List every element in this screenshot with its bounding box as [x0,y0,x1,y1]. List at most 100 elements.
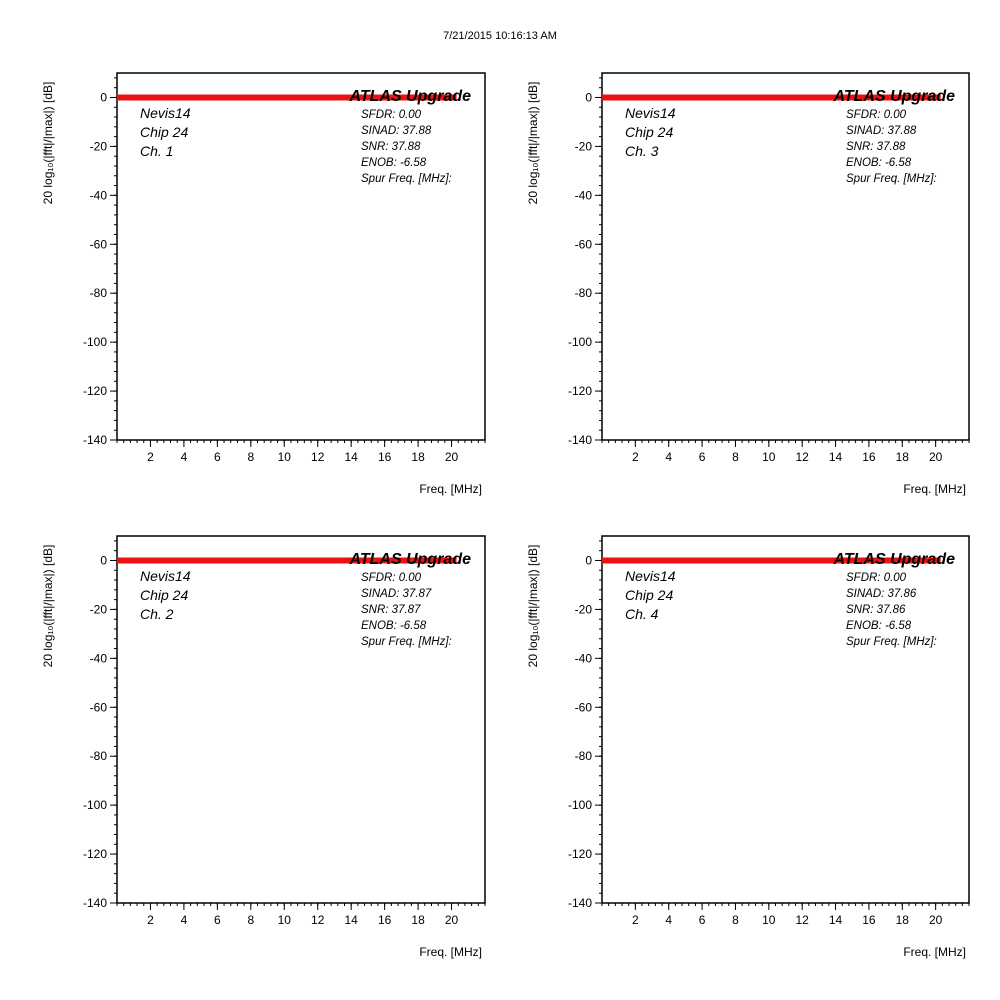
stat-line: SFDR: 0.00 [846,109,907,121]
stat-line: SINAD: 37.88 [846,125,917,137]
chip-info-line: Ch. 1 [140,143,173,159]
y-tick-label: -60 [90,237,108,251]
x-tick-label: 8 [247,450,254,464]
stat-line: SFDR: 0.00 [361,572,422,584]
stat-line: SINAD: 37.88 [361,125,432,137]
y-tick-label: -100 [83,798,107,812]
y-tick-label: -40 [90,651,108,665]
y-tick-label: -20 [575,139,593,153]
stat-line: ENOB: -6.58 [846,157,912,169]
chip-info-line: Chip 24 [140,587,188,603]
y-tick-label: -40 [90,188,108,202]
brand-label: ATLAS Upgrade [833,551,956,568]
chip-info-line: Chip 24 [625,587,673,603]
y-tick-label: -60 [575,700,593,714]
x-tick-label: 20 [929,450,943,464]
x-tick-label: 8 [732,450,739,464]
y-tick-label: -20 [575,602,593,616]
y-tick-label: -120 [568,847,592,861]
x-tick-label: 6 [214,913,221,927]
y-tick-label: -80 [90,286,108,300]
y-tick-label: -20 [90,602,108,616]
stat-line: SNR: 37.88 [846,141,906,153]
y-tick-label: -140 [568,896,592,910]
y-tick-label: -80 [575,749,593,763]
x-tick-label: 12 [796,450,810,464]
x-tick-label: 16 [378,913,392,927]
stat-line: SINAD: 37.86 [846,588,917,600]
x-tick-label: 16 [862,450,876,464]
stat-line: SFDR: 0.00 [846,572,907,584]
chip-info-line: Chip 24 [140,124,188,140]
x-tick-label: 14 [345,450,359,464]
x-tick-label: 18 [896,913,910,927]
x-tick-label: 8 [247,913,254,927]
x-tick-label: 2 [147,450,154,464]
x-tick-label: 10 [762,913,776,927]
y-tick-label: -140 [83,896,107,910]
plot-frame [601,72,970,441]
y-tick-label: -100 [83,335,107,349]
x-tick-label: 2 [147,913,154,927]
x-tick-label: 4 [181,913,188,927]
chip-info-line: Nevis14 [625,105,676,121]
x-tick-label: 10 [278,450,292,464]
stat-line: ENOB: -6.58 [846,620,912,632]
x-axis-label: Freq. [MHz] [419,482,482,496]
chip-info-line: Nevis14 [625,568,676,584]
stat-line: ENOB: -6.58 [361,157,427,169]
y-tick-label: -40 [575,188,593,202]
stat-line: Spur Freq. [MHz]: [361,173,452,185]
stat-line: SINAD: 37.87 [361,588,432,600]
brand-label: ATLAS Upgrade [349,551,472,568]
stat-line: SNR: 37.86 [846,604,906,616]
x-tick-label: 6 [699,450,706,464]
x-tick-label: 2 [632,913,639,927]
x-tick-label: 12 [311,450,325,464]
y-axis-label: 20 log₁₀(|fft|/|max|) [dB] [41,545,55,668]
brand-label: ATLAS Upgrade [349,88,472,105]
y-axis-label: 20 log₁₀(|fft|/|max|) [dB] [41,82,55,205]
x-tick-label: 4 [665,450,672,464]
x-tick-label: 14 [829,450,843,464]
x-axis-label: Freq. [MHz] [903,482,966,496]
y-tick-label: 0 [585,90,592,104]
x-tick-label: 20 [445,450,459,464]
y-tick-label: -40 [575,651,593,665]
y-tick-label: 0 [100,90,107,104]
x-tick-label: 18 [411,450,425,464]
x-tick-label: 16 [378,450,392,464]
x-tick-label: 8 [732,913,739,927]
x-tick-label: 2 [632,450,639,464]
y-axis-label: 20 log₁₀(|fft|/|max|) [dB] [526,82,540,205]
y-tick-label: -80 [90,749,108,763]
y-tick-label: -120 [83,384,107,398]
chart-panel-3: 0 -20 -40 -60 -80 -100 -120 -140 2 4 6 8 10 12 14 16 18 2… [41,535,486,959]
x-tick-label: 10 [762,450,776,464]
y-tick-label: -100 [568,798,592,812]
x-tick-label: 6 [214,450,221,464]
x-tick-label: 20 [929,913,943,927]
y-tick-label: -140 [568,433,592,447]
y-tick-label: -120 [83,847,107,861]
stat-line: Spur Freq. [MHz]: [846,173,937,185]
chip-info-line: Ch. 4 [625,606,659,622]
plot-frame [116,535,486,904]
y-tick-label: -120 [568,384,592,398]
x-tick-label: 20 [445,913,459,927]
chip-info-line: Nevis14 [140,568,191,584]
y-tick-label: 0 [100,553,107,567]
plot-frame [601,535,970,904]
chip-info-line: Ch. 2 [140,606,174,622]
x-tick-label: 10 [278,913,292,927]
stat-line: ENOB: -6.58 [361,620,427,632]
x-tick-label: 14 [829,913,843,927]
chart-panel-4: 0 -20 -40 -60 -80 -100 -120 -140 2 4 6 8 10 12 14 16 18 2… [526,535,970,959]
x-tick-label: 12 [311,913,325,927]
x-tick-label: 14 [345,913,359,927]
x-tick-label: 18 [411,913,425,927]
y-tick-label: -60 [90,700,108,714]
y-tick-label: -60 [575,237,593,251]
x-tick-label: 12 [796,913,810,927]
